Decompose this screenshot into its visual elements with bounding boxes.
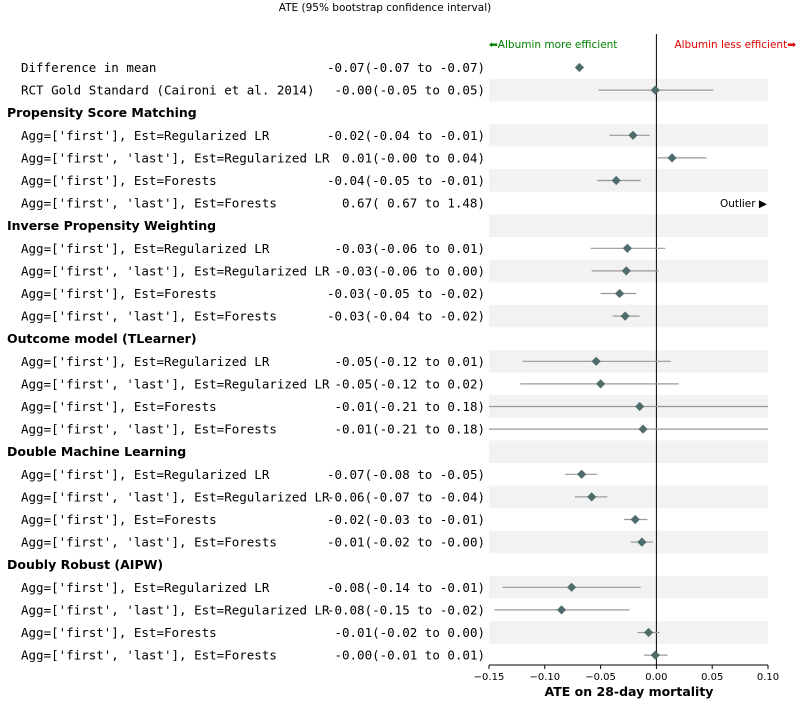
row-value-text: -0.05(-0.12 to 0.02) — [334, 376, 485, 391]
row-band — [489, 621, 768, 644]
x-axis-label: ATE on 28-day mortality — [545, 684, 714, 699]
row-value-text: -0.07(-0.08 to -0.05) — [327, 467, 485, 482]
group-header: Outcome model (TLearner) — [7, 331, 197, 346]
row-value-texts: -0.07(-0.07 to -0.07) -0.00(-0.05 to 0.05… — [327, 60, 485, 663]
outlier-label: Outlier ▶ — [720, 198, 768, 210]
row-value-text: -0.00(-0.05 to 0.05) — [334, 83, 485, 98]
row-band — [489, 440, 768, 463]
x-axis: −0.15 −0.10 −0.05 0.00 0.05 0.10 — [474, 664, 779, 683]
estimate-marker — [650, 650, 660, 660]
estimate-marker — [587, 492, 597, 502]
estimate-marker — [622, 243, 632, 253]
x-tick-label: 0.05 — [701, 672, 723, 683]
row-value-text: -0.01(-0.02 to 0.00) — [334, 625, 485, 640]
row-label: Agg=['first'], Est=Forests — [21, 512, 217, 527]
x-tick-label: 0.00 — [645, 672, 667, 683]
row-label: Agg=['first'], Est=Regularized LR — [21, 580, 270, 595]
row-value-text: -0.03(-0.06 to 0.01) — [334, 241, 485, 256]
top-title: ATE (95% bootstrap confidence interval) — [279, 2, 491, 14]
group-header: Doubly Robust (AIPW) — [7, 557, 163, 572]
row-label: Agg=['first', 'last'], Est=Regularized L… — [21, 602, 330, 617]
row-label: Agg=['first', 'last'], Est=Regularized L… — [21, 489, 330, 504]
row-label: Agg=['first', 'last'], Est=Forests — [21, 422, 277, 437]
row-value-text: -0.01(-0.21 to 0.18) — [334, 422, 485, 437]
row-label: Agg=['first', 'last'], Est=Forests — [21, 535, 277, 550]
estimate-marker — [650, 85, 660, 95]
row-label: Agg=['first'], Est=Regularized LR — [21, 128, 270, 143]
estimate-marker — [596, 379, 606, 389]
row-value-text: -0.08(-0.15 to -0.02) — [327, 602, 485, 617]
estimate-marker — [637, 537, 647, 547]
row-label: Agg=['first', 'last'], Est=Regularized L… — [21, 263, 330, 278]
estimate-marker — [635, 401, 645, 412]
row-band — [489, 530, 768, 554]
estimate-marker — [566, 582, 577, 592]
row-label: Agg=['first'], Est=Forests — [21, 173, 217, 188]
row-value-text: -0.03(-0.05 to -0.02) — [327, 286, 485, 301]
row-value-text: -0.03(-0.06 to 0.00) — [334, 263, 485, 278]
row-value-text: -0.01(-0.21 to 0.18) — [334, 399, 485, 414]
left-annotation: ⬅Albumin more efficient — [489, 39, 617, 51]
estimate-marker — [591, 356, 601, 366]
group-header: Inverse Propensity Weighting — [7, 218, 216, 233]
estimate-marker — [577, 469, 587, 479]
row-labels: Difference in mean RCT Gold Standard (Cai… — [7, 60, 330, 663]
row-label: Agg=['first', 'last'], Est=Forests — [21, 196, 277, 211]
estimate-marker — [556, 605, 567, 615]
row-label: Agg=['first'], Est=Forests — [21, 286, 217, 301]
row-value-text: 0.67( 0.67 to 1.48) — [342, 196, 485, 211]
estimate-marker — [630, 514, 640, 525]
row-value-text: 0.01(-0.00 to 0.04) — [342, 150, 485, 165]
right-annotation: Albumin less efficient➡ — [674, 39, 796, 51]
estimate-marker — [611, 175, 621, 186]
row-value-text: -0.04(-0.05 to -0.01) — [327, 173, 485, 188]
row-value-text: -0.01(-0.02 to -0.00) — [327, 535, 485, 550]
row-label: Difference in mean — [21, 60, 156, 75]
row-value-text: -0.07(-0.07 to -0.07) — [327, 60, 485, 75]
row-label: RCT Gold Standard (Caironi et al. 2014) — [21, 83, 315, 98]
group-header: Double Machine Learning — [7, 444, 186, 459]
estimate-marker — [628, 130, 638, 140]
estimate-marker — [667, 153, 677, 163]
row-value-text: -0.03(-0.04 to -0.02) — [327, 309, 485, 324]
x-tick-label: −0.10 — [529, 672, 560, 683]
row-label: Agg=['first', 'last'], Est=Regularized L… — [21, 150, 330, 165]
row-value-text: -0.00(-0.01 to 0.01) — [334, 648, 485, 663]
row-label: Agg=['first'], Est=Regularized LR — [21, 354, 270, 369]
row-band — [489, 214, 768, 237]
x-tick-label: −0.05 — [585, 672, 616, 683]
row-label: Agg=['first'], Est=Regularized LR — [21, 467, 270, 482]
row-label: Agg=['first'], Est=Regularized LR — [21, 241, 270, 256]
row-value-text: -0.02(-0.04 to -0.01) — [327, 128, 485, 143]
row-value-text: -0.02(-0.03 to -0.01) — [327, 512, 485, 527]
row-label: Agg=['first', 'last'], Est=Regularized L… — [21, 376, 330, 391]
estimate-marker — [621, 266, 631, 276]
group-header: Propensity Score Matching — [7, 105, 197, 120]
row-value-text: -0.06(-0.07 to -0.04) — [327, 489, 485, 504]
estimate-marker — [620, 311, 630, 321]
estimate-marker — [574, 62, 584, 73]
row-label: Agg=['first'], Est=Forests — [21, 399, 217, 414]
row-label: Agg=['first', 'last'], Est=Forests — [21, 648, 277, 663]
row-label: Agg=['first'], Est=Forests — [21, 625, 217, 640]
estimate-marker — [614, 288, 625, 299]
x-tick-label: −0.15 — [474, 672, 505, 683]
row-value-text: -0.08(-0.14 to -0.01) — [327, 580, 485, 595]
estimate-markers: Outlier ▶ — [556, 62, 768, 660]
estimate-marker — [643, 627, 654, 638]
row-band — [489, 485, 768, 509]
x-tick-label: 0.10 — [757, 672, 779, 683]
estimate-marker — [638, 424, 648, 434]
row-value-text: -0.05(-0.12 to 0.01) — [334, 354, 485, 369]
row-label: Agg=['first', 'last'], Est=Forests — [21, 309, 277, 324]
